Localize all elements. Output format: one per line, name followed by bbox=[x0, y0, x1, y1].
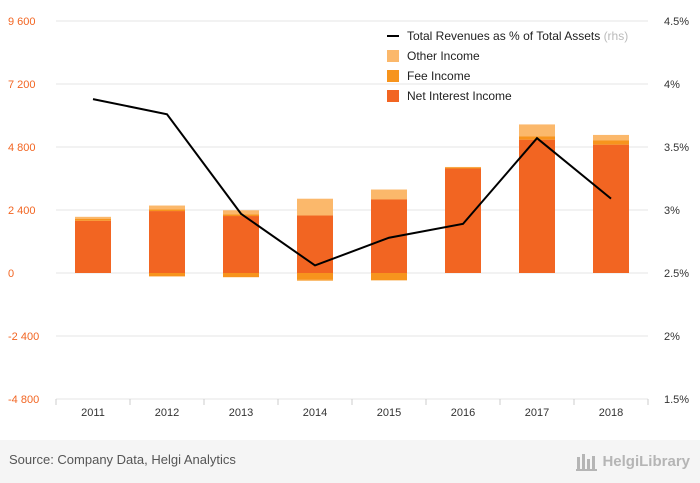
x-tick-label: 2013 bbox=[229, 407, 253, 419]
legend: Total Revenues as % of Total Assets (rhs… bbox=[387, 29, 628, 103]
legend-swatch bbox=[387, 50, 399, 62]
x-tick-label: 2018 bbox=[599, 407, 623, 419]
right-tick-label: 3% bbox=[664, 205, 680, 217]
legend-swatch bbox=[387, 70, 399, 82]
x-tick-label: 2016 bbox=[451, 407, 475, 419]
left-tick-label: -2 400 bbox=[8, 331, 39, 343]
footer-bar: Source: Company Data, Helgi Analytics He… bbox=[0, 440, 700, 483]
left-tick-label: 9 600 bbox=[8, 16, 36, 28]
legend-rhs-suffix: (rhs) bbox=[604, 29, 629, 43]
bar-other-income bbox=[75, 216, 111, 219]
bar-net-interest-income bbox=[297, 215, 333, 273]
bar-fee-income-negative bbox=[149, 273, 185, 277]
legend-swatch bbox=[387, 90, 399, 102]
bar-fee-income bbox=[297, 273, 333, 280]
x-tick-label: 2017 bbox=[525, 407, 549, 419]
left-tick-label: 0 bbox=[8, 268, 14, 280]
left-y-axis: -4 800 -2 400 0 2 400 4 800 7 200 9 600 bbox=[8, 16, 39, 406]
line-series-group bbox=[92, 98, 612, 267]
right-tick-label: 2.5% bbox=[664, 268, 689, 280]
right-y-axis: 1.5% 2% 2.5% 3% 3.5% 4% 4.5% bbox=[664, 16, 689, 406]
bar-net-interest-income bbox=[75, 220, 111, 273]
legend-label: Other Income bbox=[407, 49, 480, 63]
bar-fee-income bbox=[371, 273, 407, 281]
legend-label-total-revenues: Total Revenues as % of Total Assets (rhs… bbox=[407, 29, 628, 43]
chart-area: -4 800 -2 400 0 2 400 4 800 7 200 9 600 1.5% 2%… bbox=[8, 16, 689, 419]
bar-net-interest-income bbox=[223, 216, 259, 273]
legend-label: Fee Income bbox=[407, 69, 471, 83]
bar-fee-income bbox=[223, 214, 259, 217]
bar-fee-income bbox=[593, 140, 629, 145]
line-total-revenues-pct-assets bbox=[92, 98, 612, 267]
x-axis: 2011 2012 2013 2014 2015 2016 2017 2018 bbox=[55, 399, 649, 419]
bar-other-income bbox=[445, 166, 481, 168]
bar-net-interest-income bbox=[519, 139, 555, 273]
library-icon bbox=[576, 454, 598, 471]
bar-net-interest-income bbox=[149, 211, 185, 273]
bar-other-income bbox=[297, 198, 333, 216]
logo-text: HelgiLibrary bbox=[602, 452, 690, 470]
x-tick-label: 2011 bbox=[81, 407, 105, 419]
source-note: Source: Company Data, Helgi Analytics bbox=[9, 452, 236, 467]
x-tick-label: 2015 bbox=[377, 407, 401, 419]
bar-other-income bbox=[149, 205, 185, 210]
bars-group bbox=[75, 124, 629, 281]
right-tick-label: 4.5% bbox=[664, 16, 689, 28]
bar-net-interest-income bbox=[593, 144, 629, 273]
legend-label: Net Interest Income bbox=[407, 89, 512, 103]
bar-other-income bbox=[593, 134, 629, 141]
right-tick-label: 2% bbox=[664, 331, 680, 343]
brand-logo[interactable]: HelgiLibrary bbox=[576, 450, 690, 472]
left-tick-label: 2 400 bbox=[8, 205, 36, 217]
x-tick-label: 2014 bbox=[303, 407, 327, 419]
x-tick-label: 2012 bbox=[155, 407, 179, 419]
right-tick-label: 1.5% bbox=[664, 394, 689, 406]
right-tick-label: 3.5% bbox=[664, 142, 689, 154]
bar-fee-income-negative bbox=[223, 273, 259, 278]
bar-fee-income-negative bbox=[297, 279, 333, 281]
bar-fee-income bbox=[445, 167, 481, 169]
bar-other-income bbox=[371, 189, 407, 200]
bar-fee-income bbox=[149, 209, 185, 212]
bar-other-income bbox=[519, 124, 555, 137]
grid-lines bbox=[56, 20, 648, 400]
left-tick-label: 4 800 bbox=[8, 142, 36, 154]
bar-net-interest-income bbox=[445, 168, 481, 273]
bar-fee-income bbox=[75, 218, 111, 221]
right-tick-label: 4% bbox=[664, 79, 680, 91]
left-tick-label: -4 800 bbox=[8, 394, 39, 406]
left-tick-label: 7 200 bbox=[8, 79, 36, 91]
